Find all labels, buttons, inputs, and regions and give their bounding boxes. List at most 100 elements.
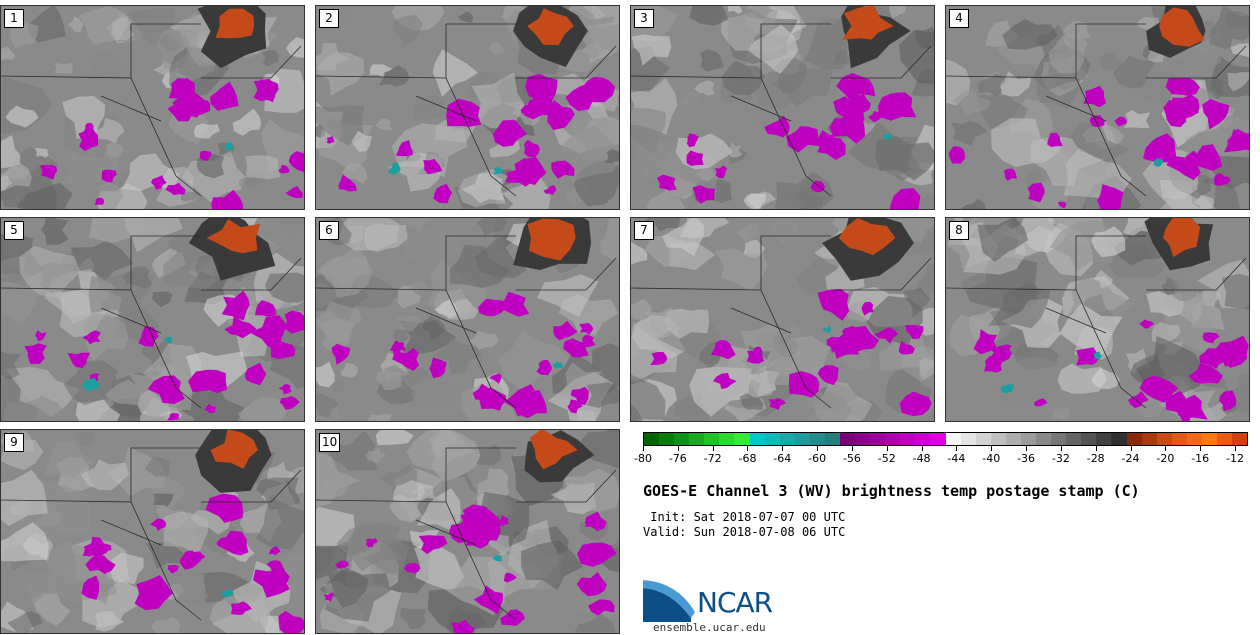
- colorbar-tick: [1165, 446, 1167, 451]
- colorbar-segment: [1126, 433, 1142, 445]
- member-number-label: 10: [319, 433, 341, 452]
- colorbar-segment: [704, 433, 720, 445]
- colorbar-segment: [990, 433, 1006, 445]
- colorbar-tick-label: -28: [1086, 452, 1105, 465]
- ncar-logo-text: NCAR: [697, 586, 773, 619]
- colorbar-tick-label: -68: [738, 452, 757, 465]
- colorbar-segment: [824, 433, 841, 445]
- wv-field-map: [1, 218, 304, 421]
- colorbar-segment: [779, 433, 795, 445]
- colorbar-tick-label: -44: [947, 452, 966, 465]
- ensemble-member-panel: 2: [315, 5, 620, 210]
- wv-field-map: [316, 430, 619, 633]
- ensemble-member-panel: 7: [630, 217, 935, 422]
- colorbar-tick-label: -12: [1226, 452, 1244, 465]
- colorbar-segment: [945, 433, 961, 445]
- member-number-label: 3: [634, 9, 654, 28]
- colorbar-tick-label: -56: [842, 452, 861, 465]
- ensemble-member-panel: 6: [315, 217, 620, 422]
- colorbar-tick: [1060, 446, 1062, 451]
- colorbar-segment: [885, 433, 901, 445]
- colorbar-tick-label: -36: [1017, 452, 1036, 465]
- wv-field-map: [1, 430, 304, 633]
- colorbar-tick: [817, 446, 819, 451]
- member-number-label: 8: [949, 221, 969, 240]
- colorbar-segment: [1051, 433, 1067, 445]
- colorbar-tick: [677, 446, 679, 451]
- colorbar-segment: [1005, 433, 1021, 445]
- member-number-label: 7: [634, 221, 654, 240]
- colorbar-segment: [960, 433, 976, 445]
- colorbar-tick-label: -40: [982, 452, 1001, 465]
- colorbar-tick-label: -20: [1156, 452, 1175, 465]
- member-number-label: 1: [4, 9, 24, 28]
- ensemble-member-panel: 1: [0, 5, 305, 210]
- colorbar-tick: [886, 446, 888, 451]
- colorbar-segment: [1201, 433, 1217, 445]
- colorbar-tick-label: -80: [634, 452, 652, 465]
- ncar-logo-icon: [643, 578, 699, 622]
- ensemble-member-panel: 8: [945, 217, 1250, 422]
- colorbar-tick: [956, 446, 958, 451]
- figure-title: GOES-E Channel 3 (WV) brightness temp po…: [643, 482, 1140, 500]
- wv-field-map: [631, 218, 934, 421]
- colorbar-segment: [809, 433, 825, 445]
- colorbar-tick: [991, 446, 993, 451]
- colorbar-segment: [1171, 433, 1187, 445]
- member-number-label: 9: [4, 433, 24, 452]
- wv-field-map: [316, 6, 619, 209]
- colorbar-segment: [915, 433, 931, 445]
- colorbar-tick: [643, 446, 644, 451]
- colorbar-segment: [930, 433, 946, 445]
- colorbar-ticks: -80 -76 -72 -68 -64 -60 -56 -52 -48 -44 -40 -36 -32 -…: [634, 446, 1248, 468]
- colorbar-tick: [747, 446, 749, 451]
- wv-field-map: [1, 6, 304, 209]
- colorbar-tick-label: -64: [773, 452, 792, 465]
- colorbar: [643, 432, 1248, 446]
- ensemble-member-panel: 4: [945, 5, 1250, 210]
- colorbar-segment: [900, 433, 916, 445]
- colorbar-tick: [921, 446, 923, 451]
- colorbar-tick: [1235, 446, 1236, 451]
- colorbar-tick: [1026, 446, 1028, 451]
- colorbar-tick-label: -16: [1191, 452, 1210, 465]
- wv-field-map: [631, 6, 934, 209]
- colorbar-segment: [1186, 433, 1202, 445]
- colorbar-tick-label: -52: [877, 452, 896, 465]
- colorbar-segment: [1036, 433, 1052, 445]
- member-number-label: 6: [319, 221, 339, 240]
- colorbar-segment: [855, 433, 871, 445]
- ensemble-member-panel: 9: [0, 429, 305, 634]
- colorbar-tick: [1130, 446, 1132, 451]
- colorbar-segment: [1096, 433, 1112, 445]
- logo-url: ensemble.ucar.edu: [653, 621, 766, 634]
- colorbar-tick: [1200, 446, 1202, 451]
- wv-field-map: [946, 218, 1249, 421]
- ensemble-member-panel: 10: [315, 429, 620, 634]
- colorbar-segment: [734, 433, 750, 445]
- member-number-label: 4: [949, 9, 969, 28]
- colorbar-segment: [764, 433, 780, 445]
- colorbar-tick-label: -24: [1121, 452, 1140, 465]
- colorbar-segment: [749, 433, 765, 445]
- colorbar-segment: [1141, 433, 1157, 445]
- colorbar-segment: [1156, 433, 1172, 445]
- colorbar-tick: [1095, 446, 1097, 451]
- colorbar-tick: [712, 446, 714, 451]
- colorbar-tick-label: -48: [912, 452, 931, 465]
- colorbar-segment: [689, 433, 705, 445]
- colorbar-segment: [840, 433, 856, 445]
- ensemble-member-panel: 5: [0, 217, 305, 422]
- colorbar-segment: [975, 433, 991, 445]
- ensemble-member-panel: 3: [630, 5, 935, 210]
- colorbar-segment: [674, 433, 690, 445]
- colorbar-segment: [659, 433, 675, 445]
- colorbar-tick-label: -32: [1051, 452, 1070, 465]
- init-time: Init: Sat 2018-07-07 00 UTC: [643, 510, 846, 524]
- colorbar-tick-label: -72: [703, 452, 722, 465]
- valid-time: Valid: Sun 2018-07-08 06 UTC: [643, 525, 846, 539]
- colorbar-segment: [1111, 433, 1127, 445]
- colorbar-segment: [1020, 433, 1037, 445]
- colorbar-segment: [1232, 433, 1248, 445]
- colorbar-segment: [1081, 433, 1097, 445]
